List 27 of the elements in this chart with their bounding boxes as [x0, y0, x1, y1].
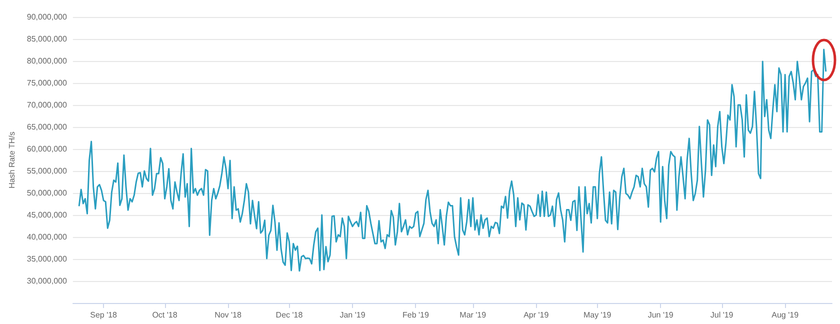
x-tick-label: Jul '19 — [710, 310, 734, 320]
y-tick-label: 45,000,000 — [26, 210, 68, 220]
x-tick-label: Jun '19 — [648, 310, 674, 320]
x-tick-label: Nov '18 — [214, 310, 242, 320]
y-tick-label: 90,000,000 — [26, 12, 68, 22]
y-tick-label: 35,000,000 — [26, 254, 68, 264]
y-tick-label: 40,000,000 — [26, 232, 68, 242]
y-tick-label: 70,000,000 — [26, 100, 68, 110]
line-series — [78, 48, 827, 272]
x-tick-label: Feb '19 — [402, 310, 430, 320]
y-tick-label: 50,000,000 — [26, 188, 68, 198]
y-axis-title: Hash Rate TH/s — [8, 132, 16, 188]
y-tick-label: 85,000,000 — [26, 34, 68, 44]
x-tick-label: Sep '18 — [90, 310, 118, 320]
y-tick-label: 55,000,000 — [26, 166, 68, 176]
x-tick-label: Oct '18 — [152, 310, 178, 320]
x-tick-label: Mar '19 — [460, 310, 487, 320]
x-tick-label: Dec '18 — [276, 310, 304, 320]
y-tick-label: 60,000,000 — [26, 144, 68, 154]
y-tick-label: 65,000,000 — [26, 122, 68, 132]
x-tick-label: Aug '19 — [772, 310, 800, 320]
x-tick-label: Jan '19 — [340, 310, 366, 320]
y-tick-label: 75,000,000 — [26, 78, 68, 88]
y-tick-label: 30,000,000 — [26, 276, 68, 286]
x-tick-label: Apr '19 — [524, 310, 550, 320]
x-tick-label: May '19 — [583, 310, 612, 320]
y-tick-label: 80,000,000 — [26, 56, 68, 66]
